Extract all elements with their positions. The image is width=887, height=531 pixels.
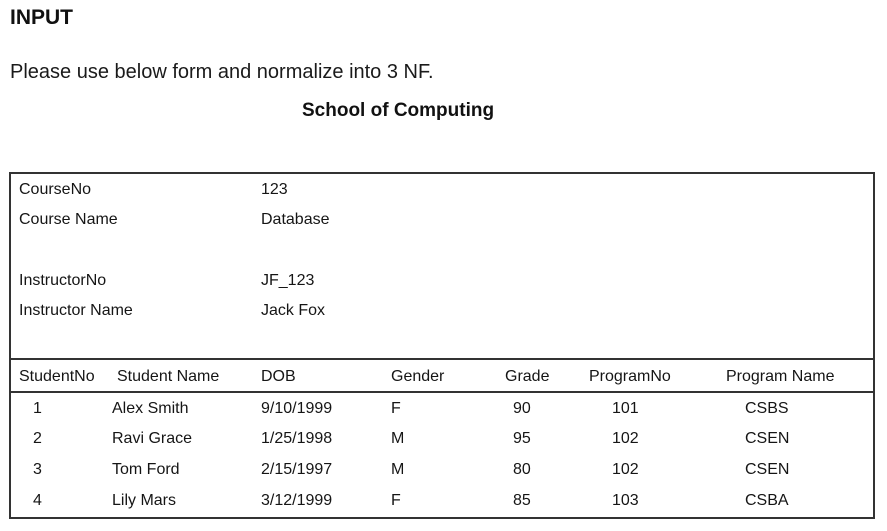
cell-program-name: CSEN (745, 430, 790, 447)
form-box: CourseNo 123 Course Name Database Instru… (9, 172, 875, 519)
field-label-instructor-name: Instructor Name (19, 302, 133, 319)
column-header-grade: Grade (505, 368, 550, 385)
cell-studentno: 2 (33, 430, 42, 447)
cell-grade: 95 (513, 430, 531, 447)
column-header-dob: DOB (261, 368, 296, 385)
cell-student-name: Alex Smith (112, 400, 189, 417)
cell-gender: F (391, 400, 401, 417)
cell-gender: F (391, 492, 401, 509)
cell-grade: 80 (513, 461, 531, 478)
cell-studentno: 1 (33, 400, 42, 417)
cell-grade: 85 (513, 492, 531, 509)
cell-student-name: Tom Ford (112, 461, 180, 478)
cell-programno: 102 (612, 461, 639, 478)
cell-student-name: Ravi Grace (112, 430, 193, 447)
cell-grade: 90 (513, 400, 531, 417)
cell-dob: 2/15/1997 (261, 461, 333, 478)
cell-dob: 1/25/1998 (261, 430, 333, 447)
field-value-instructor-name: Jack Fox (261, 302, 326, 319)
cell-gender: M (391, 430, 405, 447)
cell-programno: 102 (612, 430, 639, 447)
field-label-instructorno: InstructorNo (19, 272, 107, 289)
column-header-programno: ProgramNo (589, 368, 671, 385)
cell-studentno: 3 (33, 461, 42, 478)
cell-dob: 9/10/1999 (261, 400, 333, 417)
instruction-text: Please use below form and normalize into… (10, 61, 434, 83)
field-value-instructorno: JF_123 (261, 272, 315, 289)
field-value-course-name: Database (261, 211, 330, 228)
cell-program-name: CSBS (745, 400, 789, 417)
field-value-courseno: 123 (261, 181, 288, 198)
cell-student-name: Lily Mars (112, 492, 177, 509)
cell-program-name: CSEN (745, 461, 790, 478)
column-header-student-name: Student Name (117, 368, 220, 385)
column-header-studentno: StudentNo (19, 368, 95, 385)
cell-dob: 3/12/1999 (261, 492, 333, 509)
field-label-course-name: Course Name (19, 211, 118, 228)
column-header-gender: Gender (391, 368, 445, 385)
cell-programno: 103 (612, 492, 639, 509)
heading: INPUT (10, 6, 73, 29)
divider (11, 358, 873, 360)
field-label-courseno: CourseNo (19, 181, 92, 198)
header-divider (11, 391, 873, 393)
form-title: School of Computing (302, 100, 495, 121)
column-header-program-name: Program Name (726, 368, 835, 385)
cell-studentno: 4 (33, 492, 42, 509)
cell-gender: M (391, 461, 405, 478)
cell-program-name: CSBA (745, 492, 789, 509)
cell-programno: 101 (612, 400, 639, 417)
